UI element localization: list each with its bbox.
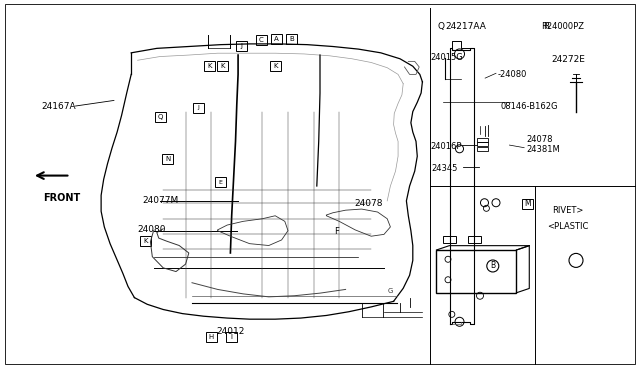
Text: E: E	[219, 180, 223, 185]
Bar	[477, 142, 488, 146]
Bar	[217, 61, 228, 71]
Bar	[255, 35, 267, 45]
Text: K: K	[273, 63, 278, 69]
Bar	[269, 61, 281, 71]
Text: 24078: 24078	[354, 199, 383, 208]
Text: R: R	[543, 22, 549, 31]
Text: C: C	[259, 37, 264, 43]
Bar	[477, 138, 488, 142]
Text: R24000PZ: R24000PZ	[541, 22, 584, 31]
Text: 24381M: 24381M	[526, 145, 560, 154]
Text: FRONT: FRONT	[44, 193, 81, 203]
Text: B: B	[289, 36, 294, 42]
Text: 24167A: 24167A	[42, 102, 76, 110]
Bar	[477, 147, 488, 151]
Text: 24272E: 24272E	[552, 55, 586, 64]
Text: F: F	[334, 227, 339, 236]
Bar	[226, 332, 237, 341]
Text: 24015G: 24015G	[430, 53, 463, 62]
Text: N: N	[165, 156, 170, 162]
Text: 24077M: 24077M	[142, 196, 179, 205]
Text: 24016P: 24016P	[430, 142, 461, 151]
Text: <PLASTIC: <PLASTIC	[547, 222, 589, 231]
Bar	[271, 34, 282, 44]
Bar	[443, 236, 456, 243]
Text: J: J	[240, 43, 243, 49]
Text: RIVET>: RIVET>	[552, 206, 583, 215]
Text: 24080: 24080	[138, 225, 166, 234]
Text: K: K	[143, 238, 148, 244]
Bar	[468, 236, 481, 243]
Bar	[140, 236, 152, 246]
Text: A: A	[274, 36, 279, 42]
Text: 08146-B162G: 08146-B162G	[500, 102, 558, 110]
Bar	[436, 250, 516, 293]
Bar	[193, 103, 204, 113]
Text: G: G	[388, 288, 393, 294]
Text: 24345: 24345	[431, 164, 458, 173]
Bar	[204, 61, 215, 71]
Text: B: B	[490, 262, 495, 270]
Text: -24080: -24080	[498, 70, 527, 79]
Bar	[162, 154, 173, 164]
Text: 24217AA: 24217AA	[445, 22, 486, 31]
Bar	[205, 332, 217, 341]
Text: J: J	[198, 105, 199, 110]
Bar	[154, 112, 166, 122]
Text: Q: Q	[437, 22, 444, 31]
Bar	[286, 34, 298, 44]
Bar	[522, 199, 533, 209]
Text: Q: Q	[157, 114, 163, 120]
Text: I: I	[230, 334, 233, 340]
Text: 24012: 24012	[216, 327, 244, 336]
Text: K: K	[207, 63, 212, 69]
Text: H: H	[209, 334, 214, 340]
Text: K: K	[220, 63, 225, 69]
Bar	[236, 41, 247, 51]
Text: 24078: 24078	[526, 135, 552, 144]
Text: M: M	[524, 199, 531, 208]
Bar	[215, 177, 227, 187]
